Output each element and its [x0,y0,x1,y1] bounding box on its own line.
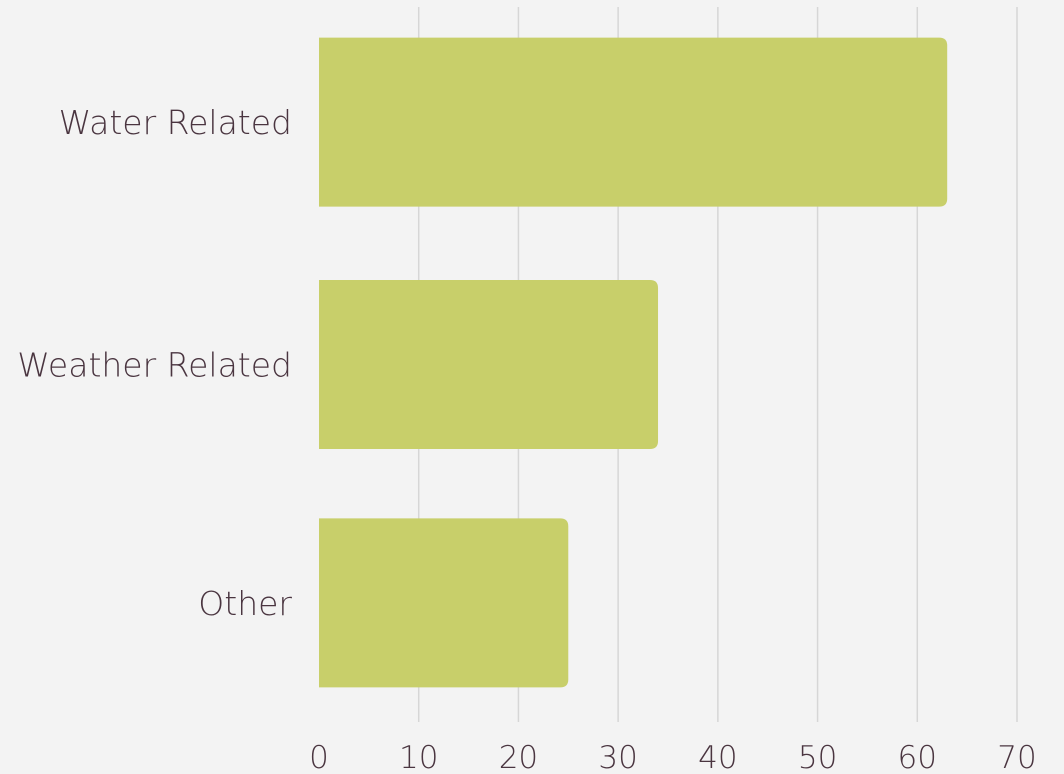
category-label-other: Other [198,584,292,623]
x-tick-label-50: 50 [798,740,837,774]
category-label-weather-related: Weather Related [17,346,292,385]
bar-other [319,518,569,688]
category-label-water-related: Water Related [59,103,292,142]
category-labels: Water Related Weather Related Other [17,103,292,623]
bar-water-related [319,37,948,207]
x-tick-label-30: 30 [598,740,637,774]
x-tick-label-0: 0 [309,740,329,774]
x-axis-tick-labels: 0 10 20 30 40 50 60 70 [309,740,1037,774]
x-tick-label-10: 10 [399,740,438,774]
x-tick-label-40: 40 [698,740,737,774]
bar-weather-related [319,280,659,449]
x-tick-label-20: 20 [499,740,538,774]
x-tick-label-70: 70 [997,740,1036,774]
bars [319,37,948,688]
x-tick-label-60: 60 [898,740,937,774]
